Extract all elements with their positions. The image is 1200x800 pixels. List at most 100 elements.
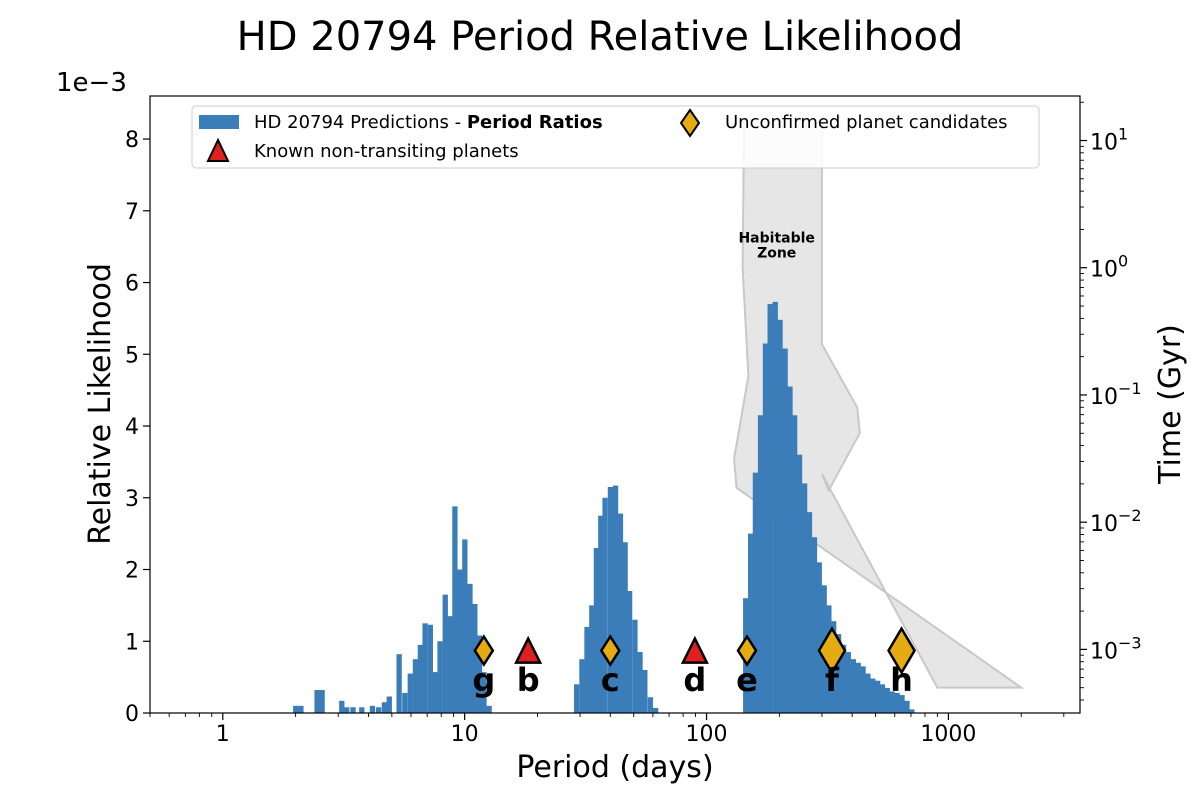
histogram-bar [777,319,783,713]
planet-label: f [825,661,840,699]
y-tick-label: 1 [125,630,139,655]
histogram-bar [855,662,861,713]
planet-label: b [517,661,540,699]
histogram-bar [904,700,910,713]
histogram-bar [796,454,803,713]
histogram-bar [607,487,614,713]
histogram-bar [386,696,392,713]
histogram-bar [422,623,428,713]
histogram-bars [293,301,915,713]
y2-tick-label: 101 [1090,125,1128,156]
histogram-bar [811,537,818,713]
x-tick-label: 10 [451,722,479,747]
planet-marker-known [514,635,543,664]
habitable-zone-label-line1: Habitable [738,230,814,246]
planet-label: g [472,661,495,699]
histogram-bar [870,678,876,713]
x-tick-label: 1 [216,722,230,747]
histogram-bar [417,644,424,713]
histogram-bar [622,542,628,713]
chart-title: HD 20794 Period Relative Likelihood [237,14,964,60]
histogram-bar [462,539,468,713]
planet-marker-candidate [599,634,621,667]
y2-tick-label: 10−1 [1090,379,1142,410]
histogram-bar [772,301,778,713]
histogram-bar [396,654,402,713]
histogram-bar [767,304,773,713]
legend-box [191,105,1040,169]
histogram-bar [889,691,895,713]
legend-known-label: Known non-transiting planets [254,141,519,162]
histogram-bar [612,485,619,713]
histogram-bar [375,707,382,713]
histogram-bar [472,603,478,713]
habitable-zone-band [733,119,1025,689]
histogram-bar [359,707,365,713]
histogram-bar [884,687,890,713]
y-axis-label: Relative Likelihood [83,263,118,545]
histogram-bar [617,513,624,713]
histogram-bar [427,624,433,713]
histogram-bar [344,707,350,713]
legend-histogram-swatch [199,115,239,129]
histogram-bar [840,644,847,713]
histogram-bar [647,697,654,713]
histogram-bar [894,692,900,713]
histogram-bar [787,386,793,713]
y-axis-ticks: 0 1 2 3 4 5 6 7 8 [125,128,150,727]
legend-known-marker [206,137,230,162]
histogram-bar [845,652,851,713]
histogram-bar [801,483,808,713]
y-tick-label: 3 [125,487,139,512]
planet-marker-known [680,635,709,664]
histogram-bar [874,680,881,713]
histogram-bar [593,547,600,713]
y2-tick-label: 100 [1090,252,1128,283]
y2-axis-label: Time (Gyr) [1153,324,1188,485]
histogram-bar [407,673,413,713]
legend-candidate-label: Unconfirmed planet candidates [725,112,1008,133]
histogram-bar [467,583,473,713]
histogram-bar [602,497,608,713]
histogram-bar [584,626,590,713]
histogram-bar [369,705,376,713]
histogram-bar [642,669,648,713]
planet-label: c [601,661,620,699]
histogram-bar [476,635,483,713]
y-tick-label: 7 [125,200,139,225]
y2-tick-label: 10−3 [1090,633,1142,664]
histogram-bar [598,515,604,713]
histogram-bar [632,619,638,713]
y2-tick-label: 10−2 [1090,506,1142,537]
histogram-bar [402,692,408,713]
histogram-bar [298,705,304,713]
histogram-bar [835,634,842,713]
histogram-bar [457,569,463,713]
histogram-bar [762,343,769,713]
histogram-bar [339,700,345,713]
y2-axis-ticks: 101 100 10−1 10−2 10−3 [1080,101,1142,701]
legend: HD 20794 Predictions - Period Ratios Kno… [191,105,1040,169]
y-scale-label: 1e−3 [56,68,127,98]
histogram-bar [381,702,388,713]
histogram-bar [293,705,299,713]
planet-label: h [890,661,913,699]
histogram-bar [637,652,643,713]
histogram-bar [447,616,453,713]
histogram-bar [579,659,585,713]
histogram-bar [757,415,764,713]
histogram-bar [850,659,857,713]
histogram-bar [748,533,754,713]
histogram-bar [481,672,487,713]
histogram-bar [909,709,915,713]
histogram-bar [752,472,759,713]
planet-marker-candidate [473,634,495,667]
histogram-bar [442,594,448,713]
histogram-bar [899,695,905,713]
planet-marker-candidate [817,626,847,676]
planet-label: e [736,661,758,699]
legend-candidate-marker [679,108,701,138]
x-tick-label: 100 [686,722,728,747]
legend-histogram-label: HD 20794 Predictions - Period Ratios [254,112,603,133]
y-tick-label: 6 [125,272,139,297]
